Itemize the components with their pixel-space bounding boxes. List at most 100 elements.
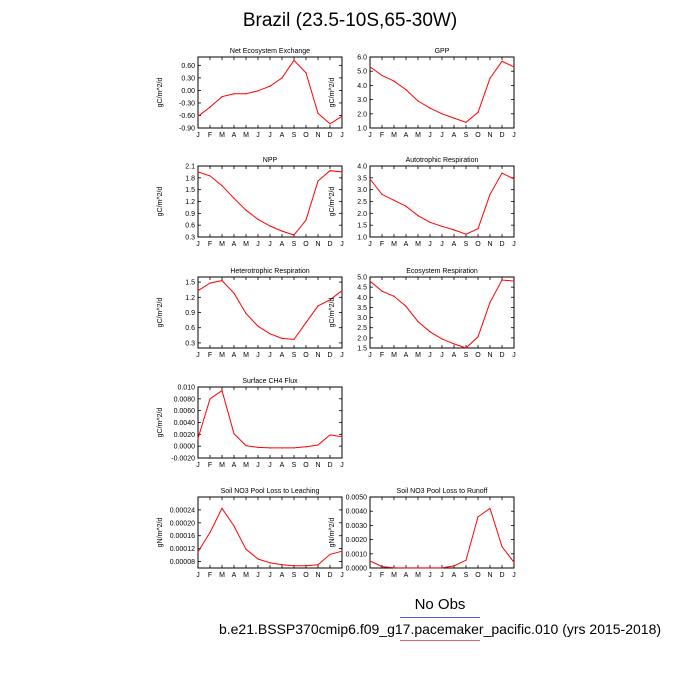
x-tick-label: S <box>292 132 297 139</box>
x-tick-label: J <box>368 352 372 359</box>
data-point <box>501 60 503 62</box>
y-tick-label: 0.0000 <box>174 444 196 451</box>
x-tick-label: D <box>499 241 504 248</box>
y-tick-label: 0.0050 <box>346 495 368 502</box>
data-point <box>501 172 503 174</box>
x-tick-label: J <box>368 572 372 579</box>
data-point <box>257 218 259 220</box>
data-point <box>269 225 271 227</box>
x-tick-label: M <box>415 132 421 139</box>
x-tick-label: O <box>303 241 309 248</box>
x-tick-label: D <box>499 352 504 359</box>
x-tick-label: N <box>487 241 492 248</box>
x-tick-label: M <box>391 572 397 579</box>
panel-title: Ecosystem Respiration <box>406 268 478 275</box>
data-point <box>489 77 491 79</box>
x-tick-label: A <box>232 132 237 139</box>
data-point <box>501 546 503 548</box>
data-point <box>417 100 419 102</box>
y-tick-label: 3.0 <box>357 97 367 104</box>
x-tick-label: A <box>404 132 409 139</box>
y-tick-label: 4.0 <box>357 164 367 171</box>
data-point <box>465 559 467 561</box>
data-point <box>197 115 199 117</box>
panel-title: Soil NO3 Pool Loss to Leaching <box>221 488 320 495</box>
x-tick-label: A <box>404 241 409 248</box>
plot-frame <box>197 56 343 129</box>
x-tick-label: A <box>280 132 285 139</box>
data-point <box>281 564 283 566</box>
x-tick-label: D <box>327 462 332 469</box>
x-tick-label: N <box>487 572 492 579</box>
case-label: b.e21.BSSP370cmip6.f09_g17.pacemaker_pac… <box>218 621 662 637</box>
data-point <box>477 336 479 338</box>
x-tick-label: D <box>327 132 332 139</box>
case-line <box>400 640 480 641</box>
y-tick-label: 3.0 <box>357 315 367 322</box>
data-point <box>341 436 343 438</box>
y-tick-label: 0.00 <box>181 88 195 95</box>
data-point <box>405 305 407 308</box>
data-point <box>381 74 383 77</box>
x-tick-label: M <box>219 241 225 248</box>
y-tick-label: 4.0 <box>357 295 367 302</box>
data-point <box>197 290 199 292</box>
y-tick-label: 1.8 <box>185 175 195 182</box>
x-tick-label: D <box>327 572 332 579</box>
x-tick-label: S <box>292 241 297 248</box>
data-point <box>441 225 443 227</box>
y-tick-label: 0.0060 <box>174 408 196 415</box>
x-tick-label: M <box>415 352 421 359</box>
data-point <box>405 567 407 569</box>
data-point <box>257 558 259 560</box>
data-point <box>221 185 223 187</box>
data-point <box>465 121 467 123</box>
data-point <box>465 233 467 235</box>
x-tick-label: A <box>232 241 237 248</box>
x-tick-label: M <box>243 352 249 359</box>
data-point <box>393 295 395 297</box>
data-point <box>293 234 295 236</box>
x-tick-label: S <box>464 352 469 359</box>
y-tick-label: 1.0 <box>357 235 367 242</box>
y-tick-label: 0.0040 <box>174 420 196 427</box>
y-tick-label: 0.00020 <box>170 520 195 527</box>
series-line <box>197 59 343 125</box>
y-tick-label: 0.0080 <box>174 396 196 403</box>
x-tick-label: O <box>475 132 481 139</box>
y-tick-label: 1.0 <box>357 126 367 133</box>
data-point <box>197 551 199 553</box>
x-tick-label: N <box>487 132 492 139</box>
y-tick-label: 2.5 <box>357 199 367 206</box>
data-point <box>429 331 431 333</box>
data-point <box>245 93 247 95</box>
x-tick-label: A <box>280 462 285 469</box>
x-tick-label: A <box>280 241 285 248</box>
plot-frame <box>197 276 343 349</box>
y-tick-label: 2.0 <box>357 111 367 118</box>
data-point <box>197 171 199 173</box>
data-point <box>269 333 271 335</box>
x-tick-label: M <box>391 241 397 248</box>
x-tick-label: J <box>256 462 260 469</box>
data-point <box>489 301 491 303</box>
x-tick-label: D <box>327 241 332 248</box>
data-point <box>317 180 319 182</box>
data-point <box>233 525 235 527</box>
panel-title: Net Ecosystem Exchange <box>230 48 310 55</box>
x-tick-label: J <box>196 132 200 139</box>
data-point <box>281 230 283 232</box>
y-tick-label: 0.010 <box>177 385 195 392</box>
y-tick-label: -0.30 <box>179 100 195 107</box>
x-tick-label: J <box>268 132 272 139</box>
data-point <box>329 434 331 436</box>
data-point <box>305 72 307 74</box>
data-point <box>293 565 295 567</box>
data-point <box>369 66 371 68</box>
data-point <box>245 209 247 211</box>
data-point <box>465 347 467 349</box>
y-tick-label: 0.0020 <box>174 432 196 439</box>
x-tick-label: M <box>243 132 249 139</box>
y-tick-label: 0.0010 <box>346 551 368 558</box>
